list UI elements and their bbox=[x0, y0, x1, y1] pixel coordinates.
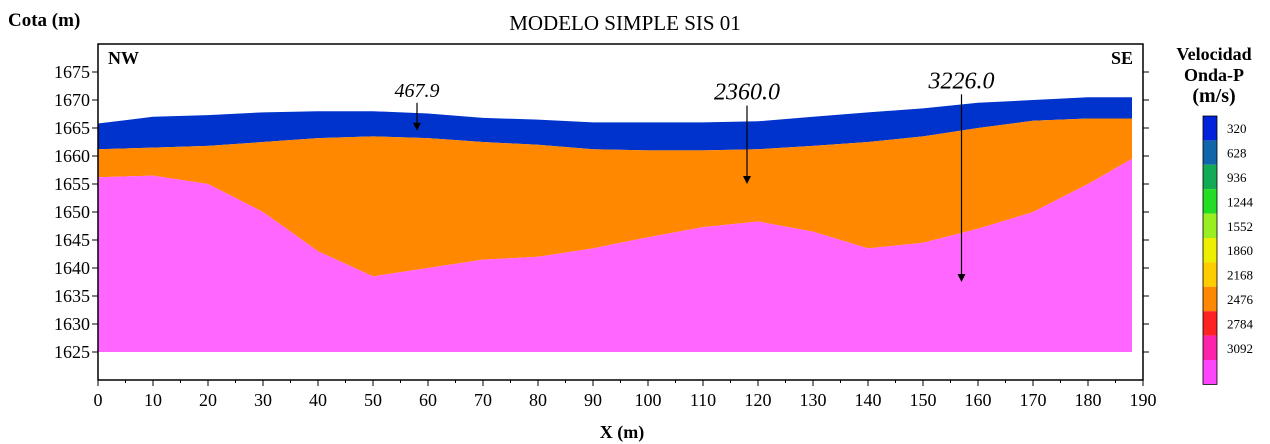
x-tick-label: 190 bbox=[1130, 390, 1157, 410]
y-tick-label: 1645 bbox=[54, 230, 90, 250]
x-tick-label: 110 bbox=[690, 390, 716, 410]
x-tick-label: 140 bbox=[855, 390, 882, 410]
x-tick-label: 40 bbox=[309, 390, 327, 410]
y-tick-label: 1665 bbox=[54, 118, 90, 138]
legend-title-line: (m/s) bbox=[1192, 85, 1235, 107]
x-tick-label: 10 bbox=[144, 390, 162, 410]
annotation-velocity-label: 2360.0 bbox=[714, 80, 780, 106]
velocity-layer-2 bbox=[98, 118, 1132, 277]
chart-title: MODELO SIMPLE SIS 01 bbox=[509, 11, 741, 35]
legend-color-swatch bbox=[1203, 335, 1217, 360]
legend-title-line: Onda-P bbox=[1184, 65, 1244, 85]
annotation-velocity-label: 467.9 bbox=[395, 80, 440, 102]
x-tick-label: 20 bbox=[199, 390, 217, 410]
annotation-arrow-head bbox=[957, 274, 966, 282]
legend-item-label: 3092 bbox=[1227, 341, 1253, 356]
x-tick-label: 150 bbox=[910, 390, 937, 410]
x-tick-label: 60 bbox=[419, 390, 437, 410]
annotation-arrow-head bbox=[413, 122, 421, 131]
x-tick-label: 120 bbox=[745, 390, 772, 410]
legend-color-swatch bbox=[1203, 311, 1217, 336]
legend-item-label: 2784 bbox=[1227, 316, 1254, 331]
legend-item-label: 1552 bbox=[1227, 219, 1253, 234]
legend-color-swatch bbox=[1203, 360, 1217, 385]
legend-color-swatch bbox=[1203, 238, 1217, 263]
legend-color-swatch bbox=[1203, 213, 1217, 238]
x-tick-label: 170 bbox=[1020, 390, 1047, 410]
corner-label-se: SE bbox=[1111, 48, 1133, 68]
x-tick-label: 70 bbox=[474, 390, 492, 410]
y-tick-label: 1655 bbox=[54, 174, 90, 194]
axis-ticks: 0 10 20 30 40 50 60 70 80 90 100 110 120 130 140 150 160… bbox=[54, 62, 1157, 410]
legend-item-label: 2476 bbox=[1227, 292, 1254, 307]
legend-color-swatch bbox=[1203, 286, 1217, 312]
legend-item-label: 2168 bbox=[1227, 268, 1253, 283]
x-tick-label: 80 bbox=[529, 390, 547, 410]
legend-color-swatch bbox=[1203, 164, 1217, 190]
legend-title-line: Velocidad bbox=[1176, 44, 1251, 64]
x-tick-label: 90 bbox=[584, 390, 602, 410]
legend-color-swatch bbox=[1203, 140, 1217, 165]
x-tick-label: 160 bbox=[965, 390, 992, 410]
x-tick-label: 180 bbox=[1075, 390, 1102, 410]
x-tick-label: 50 bbox=[364, 390, 382, 410]
y-tick-label: 1625 bbox=[54, 342, 90, 362]
y-tick-label: 1670 bbox=[54, 90, 90, 110]
legend-bar-outline bbox=[1202, 115, 1218, 385]
annotation-arrow-head bbox=[743, 176, 751, 184]
legend-item-label: 1244 bbox=[1227, 194, 1254, 209]
legend-color-swatch bbox=[1203, 262, 1217, 287]
velocity-layer-1 bbox=[98, 97, 1132, 151]
annotation-velocity-label: 3226.0 bbox=[928, 68, 995, 94]
velocity-layer-3 bbox=[98, 158, 1132, 352]
y-tick-label: 1640 bbox=[54, 258, 90, 278]
legend-item-label: 1860 bbox=[1227, 243, 1253, 258]
legend-item-label: 936 bbox=[1227, 170, 1247, 185]
x-axis-label: X (m) bbox=[600, 422, 644, 443]
legend-color-swatch bbox=[1203, 116, 1217, 141]
x-tick-label: 0 bbox=[94, 390, 103, 410]
y-tick-label: 1675 bbox=[54, 62, 90, 82]
legend-item-label: 320 bbox=[1227, 121, 1247, 136]
y-tick-label: 1635 bbox=[54, 286, 90, 306]
y-tick-label: 1650 bbox=[54, 202, 90, 222]
corner-label-nw: NW bbox=[108, 48, 139, 68]
legend-color-swatch bbox=[1203, 189, 1217, 214]
x-tick-label: 30 bbox=[254, 390, 272, 410]
legend-item-label: 628 bbox=[1227, 146, 1247, 161]
velocity-layers bbox=[98, 97, 1132, 352]
x-tick-label: 130 bbox=[800, 390, 827, 410]
velocity-annotations: 467.9 2360.0 3226.0 bbox=[395, 68, 995, 282]
y-tick-label: 1630 bbox=[54, 314, 90, 334]
x-tick-label: 100 bbox=[635, 390, 662, 410]
y-axis-label: Cota (m) bbox=[8, 10, 80, 31]
y-tick-label: 1660 bbox=[54, 146, 90, 166]
